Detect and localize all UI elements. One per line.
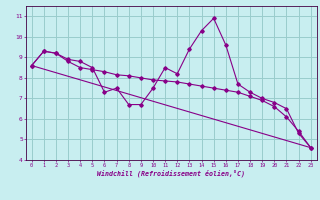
X-axis label: Windchill (Refroidissement éolien,°C): Windchill (Refroidissement éolien,°C) xyxy=(97,169,245,177)
